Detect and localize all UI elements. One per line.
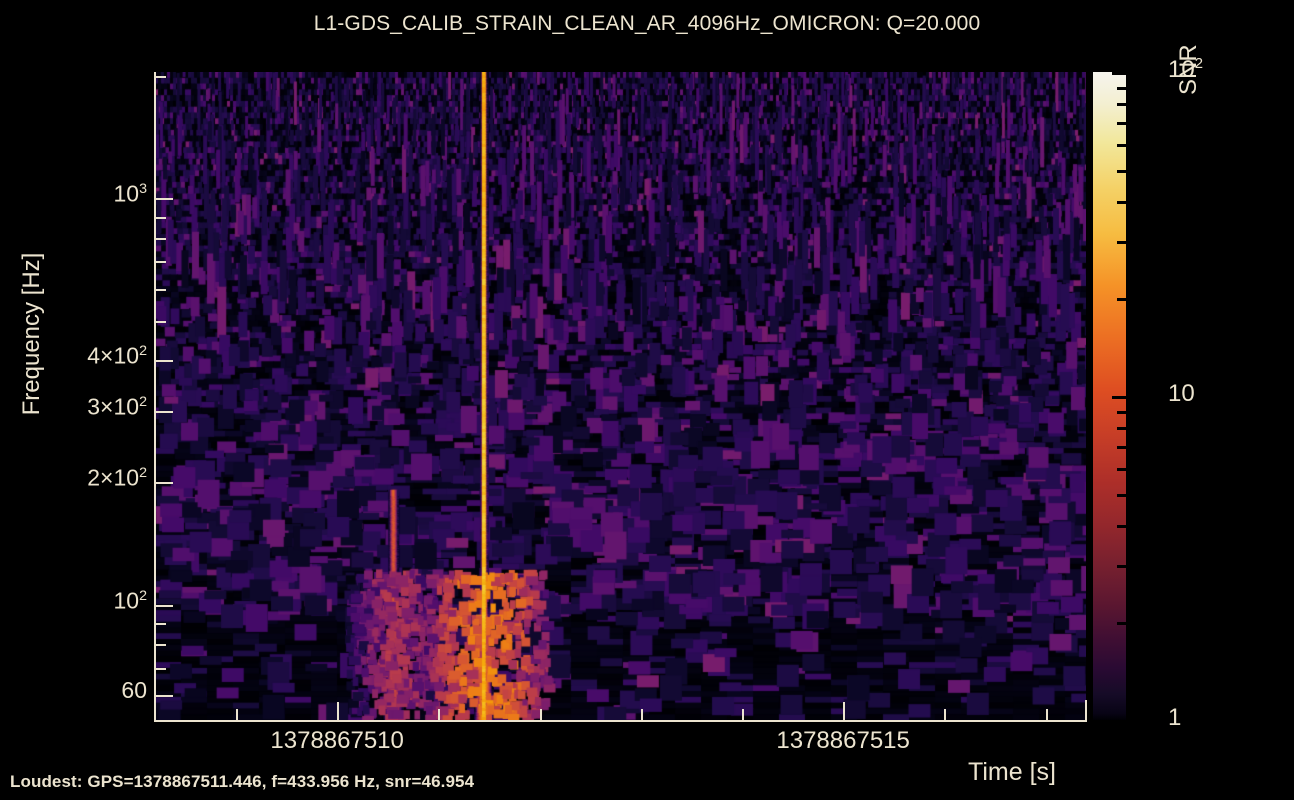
x-tick	[640, 709, 643, 720]
colorbar-tick-label: 102	[1168, 56, 1203, 83]
y-tick	[155, 237, 166, 240]
y-tick	[155, 360, 173, 363]
loudest-event-status: Loudest: GPS=1378867511.446, f=433.956 H…	[10, 772, 475, 791]
y-axis-line	[154, 72, 156, 722]
colorbar-tick	[1117, 622, 1126, 626]
y-tick-label: 103	[113, 181, 147, 208]
y-tick	[155, 198, 173, 201]
colorbar-tick-label: 10	[1168, 380, 1195, 407]
y-tick-label: 60	[121, 676, 147, 703]
y-tick	[155, 623, 166, 626]
y-axis-title: Frequency [Hz]	[18, 252, 45, 416]
colorbar-tick	[1117, 200, 1126, 204]
x-tick	[1045, 709, 1048, 720]
y-tick	[155, 76, 166, 79]
colorbar-tick	[1117, 524, 1126, 528]
colorbar-tick	[1117, 103, 1126, 107]
x-tick-label: 1378867510	[270, 727, 404, 754]
x-tick	[337, 702, 340, 720]
colorbar-tick	[1117, 241, 1126, 245]
colorbar-tick	[1117, 565, 1126, 569]
y-tick	[155, 261, 166, 264]
colorbar-tick	[1117, 169, 1126, 173]
x-tick	[438, 709, 441, 720]
y-tick	[155, 644, 166, 646]
colorbar-tick	[1117, 143, 1126, 147]
x-tick-label: 1378867515	[776, 727, 910, 754]
y-tick	[155, 694, 173, 697]
spectrogram-plot-area[interactable]	[155, 72, 1086, 720]
colorbar-tick	[1112, 720, 1126, 723]
y-tick	[155, 288, 166, 291]
page-title: L1-GDS_CALIB_STRAIN_CLEAN_AR_4096Hz_OMIC…	[313, 12, 981, 35]
y-tick-label: 102	[113, 587, 147, 614]
colorbar-tick	[1117, 410, 1126, 414]
colorbar-tick	[1112, 72, 1126, 75]
x-tick	[539, 709, 542, 720]
x-tick	[843, 702, 846, 720]
colorbar-tick	[1117, 86, 1126, 90]
y-tick	[155, 667, 166, 670]
colorbar-tick	[1117, 122, 1126, 126]
y-tick	[155, 410, 173, 413]
y-tick-label: 2×102	[87, 465, 147, 492]
x-tick	[235, 709, 238, 720]
y-tick	[155, 482, 173, 485]
spectrogram-canvas[interactable]	[155, 72, 1086, 720]
y-tick	[155, 604, 173, 607]
colorbar-tick	[1112, 396, 1126, 399]
x-tick	[944, 709, 947, 720]
y-tick-label: 3×102	[87, 393, 147, 420]
x-tick	[741, 709, 744, 720]
x-axis-line	[154, 720, 1087, 722]
colorbar-tick	[1117, 298, 1126, 302]
colorbar-title: SNR	[1175, 44, 1202, 95]
x-axis-right-stub	[1085, 700, 1087, 722]
y-tick-label: 4×102	[87, 342, 147, 369]
colorbar-tick	[1117, 446, 1126, 450]
colorbar-tick	[1117, 427, 1126, 431]
colorbar-tick	[1117, 493, 1126, 497]
y-tick	[155, 320, 166, 323]
y-tick	[155, 217, 166, 220]
colorbar-tick-label: 1	[1168, 704, 1182, 731]
x-axis-title: Time [s]	[968, 758, 1056, 786]
colorbar-tick	[1117, 467, 1126, 471]
